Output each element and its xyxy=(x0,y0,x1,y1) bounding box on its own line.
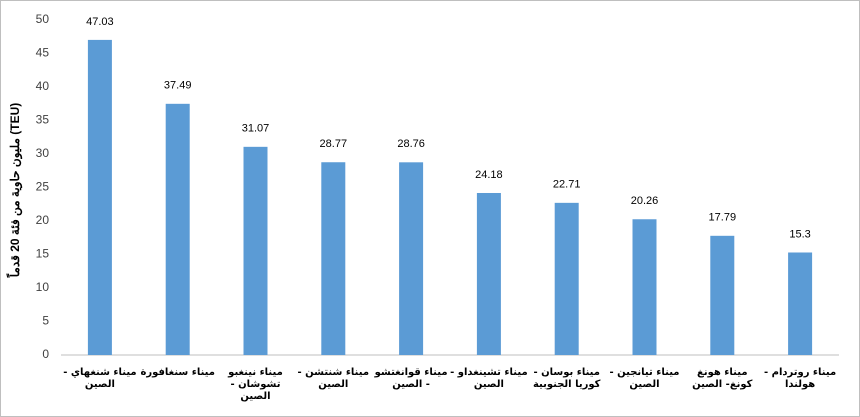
bar xyxy=(165,103,190,355)
x-tick-label: ميناء قوانغتشو - الصين xyxy=(374,367,448,390)
y-tick-label: 5 xyxy=(42,314,49,328)
x-tick-label: ميناء روتردام - هولندا xyxy=(763,367,837,390)
y-tick-label: 50 xyxy=(36,12,50,26)
value-label: 28.76 xyxy=(397,138,425,150)
x-tick-label-text: ميناء روتردام - هولندا xyxy=(763,367,837,390)
x-tick-label: ميناء شنتشن - الصين xyxy=(297,367,370,390)
x-tick-label-text: ميناء بوسان - كوريا الجنوبية xyxy=(532,367,601,390)
y-tick-label: 10 xyxy=(36,280,50,294)
bar xyxy=(710,235,735,355)
bar xyxy=(243,146,268,355)
x-tick-label-text: ميناء قوانغتشو - الصين xyxy=(374,367,448,390)
x-tick-label: ميناء تيانجين - الصين xyxy=(609,367,680,390)
bar xyxy=(321,162,346,355)
y-tick-label: 20 xyxy=(36,213,50,227)
value-label: 28.77 xyxy=(320,138,348,150)
y-tick-label: 15 xyxy=(36,247,50,261)
y-axis-label: مليون حاوية من فئة 20 قدماً (TEU) xyxy=(6,103,24,278)
value-label: 17.79 xyxy=(709,212,737,224)
bar xyxy=(788,252,813,355)
x-tick-label-text: ميناء شنغهاي - الصين xyxy=(63,367,137,390)
y-tick-label: 0 xyxy=(42,347,49,361)
value-label: 22.71 xyxy=(553,179,581,191)
y-tick-label: 40 xyxy=(36,79,50,93)
bar xyxy=(476,192,501,355)
bar xyxy=(632,219,657,355)
value-label: 24.18 xyxy=(475,169,503,181)
x-tick-label-text: ميناء تشينغداو - الصين xyxy=(450,367,528,390)
x-tick-label: ميناء هونغ كونغ- الصين xyxy=(692,367,753,390)
x-tick-label-text: ميناء هونغ كونغ- الصين xyxy=(692,367,753,390)
x-tick-label: ميناء تشينغداو - الصين xyxy=(450,367,528,390)
value-label: 47.03 xyxy=(86,16,114,28)
bar xyxy=(399,162,424,355)
x-tick-label-text: ميناء شنتشن - الصين xyxy=(297,367,370,390)
y-tick-label: 45 xyxy=(36,46,50,60)
value-label: 31.07 xyxy=(242,123,270,135)
x-tick-label: ميناء شنغهاي - الصين xyxy=(63,367,137,390)
y-tick-label: 35 xyxy=(36,113,50,127)
value-label: 20.26 xyxy=(631,195,659,207)
bar xyxy=(554,202,579,355)
value-label: 15.3 xyxy=(789,228,810,240)
value-label: 37.49 xyxy=(164,80,192,92)
y-tick-label: 25 xyxy=(36,180,50,194)
x-tick-label-text: ميناء تيانجين - الصين xyxy=(609,367,680,390)
x-tick-label: ميناء بوسان - كوريا الجنوبية xyxy=(532,367,601,390)
x-tick-label-text: ميناء نينغبو تشوشان - الصين xyxy=(228,367,283,402)
y-tick-label: 30 xyxy=(36,146,50,160)
x-tick-label: ميناء نينغبو تشوشان - الصين xyxy=(228,367,283,402)
bar xyxy=(87,39,112,356)
x-tick-label-text: ميناء سنغافورة xyxy=(140,367,215,378)
x-tick-label: ميناء سنغافورة xyxy=(140,367,215,378)
